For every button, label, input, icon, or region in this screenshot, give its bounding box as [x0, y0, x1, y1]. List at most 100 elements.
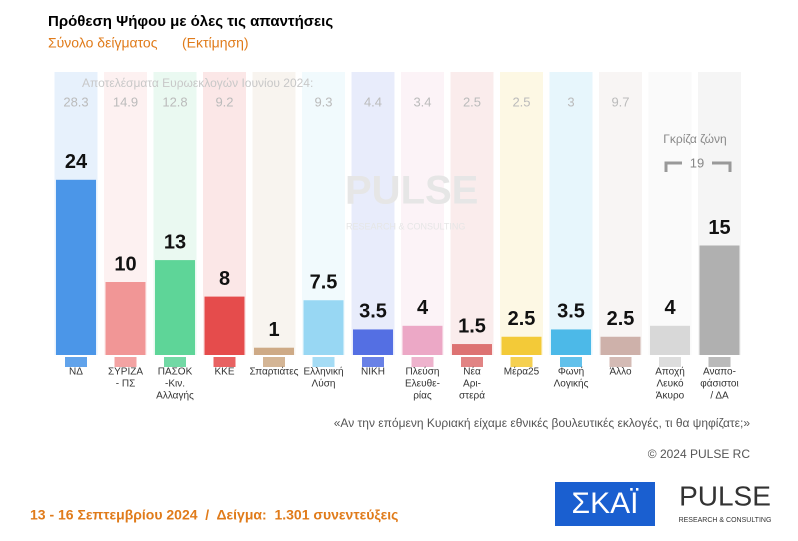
- euro-result: 2.5: [512, 94, 530, 109]
- x-tick-label: -Κιν.: [165, 379, 185, 390]
- bar: [452, 344, 492, 355]
- value-label: 2.5: [607, 308, 635, 330]
- x-tick-label: ΣΥΡΙΖΑ: [108, 367, 143, 378]
- bar: [105, 282, 146, 355]
- footer: 13 - 16 Σεπτεμβρίου 2024 / Δείγμα: 1.301…: [30, 507, 398, 523]
- value-label: 13: [164, 231, 186, 253]
- bar: [353, 329, 393, 355]
- party-logo: [362, 357, 384, 367]
- column-bg: [351, 72, 395, 355]
- pulse-logo: PULSE: [679, 480, 771, 511]
- x-tick-label: / ΔΑ: [710, 391, 729, 402]
- column-bg: [549, 72, 593, 355]
- x-tick-label: Μέρα25: [504, 366, 540, 378]
- x-tick-label: Ελευθε-: [405, 379, 440, 390]
- euro-result: 3.4: [413, 94, 431, 109]
- euro-result: 9.2: [215, 94, 233, 109]
- bar: [501, 336, 542, 355]
- x-tick-label: Νέα: [463, 366, 481, 378]
- column-bg: [500, 72, 543, 355]
- euro-result: 2.5: [463, 94, 481, 109]
- x-tick-label: Άκυρο: [656, 391, 685, 402]
- chart-title: Πρόθεση Ψήφου με όλες τις απαντήσεις: [48, 13, 333, 30]
- x-tick-label: Αναπο-: [703, 367, 736, 378]
- euro-result: 3: [567, 94, 574, 109]
- euro-title: Αποτελέσματα Ευρωεκλογών Ιουνίου 2024:: [82, 76, 313, 90]
- x-tick-label: στερά: [459, 390, 485, 402]
- party-logo: [461, 357, 483, 367]
- party-logo: [213, 357, 236, 367]
- x-tick-label: Λύση: [312, 378, 336, 390]
- x-tick-label: Ελληνική: [303, 366, 343, 378]
- euro-result: 9.3: [314, 94, 332, 109]
- pulse-logo-sub: RESEARCH & CONSULTING: [679, 517, 772, 524]
- x-tick-label: ΚΚΕ: [214, 367, 234, 378]
- bar: [204, 296, 245, 355]
- party-logo: [312, 357, 335, 367]
- party-logo: [164, 357, 186, 367]
- x-tick-label: Αλλαγής: [156, 390, 194, 402]
- value-label: 1: [268, 319, 279, 341]
- x-tick-label: ΠΑΣΟΚ: [158, 367, 193, 378]
- value-label: 15: [708, 217, 730, 239]
- bar: [600, 336, 641, 355]
- bar: [254, 347, 294, 355]
- x-tick-label: ΝΔ: [69, 367, 83, 378]
- watermark: PULSE: [345, 169, 478, 213]
- bar: [155, 260, 195, 355]
- value-label: 7.5: [310, 272, 338, 294]
- column-bg: [252, 72, 296, 355]
- bar: [650, 325, 690, 355]
- bar: [303, 300, 344, 355]
- gray-zone-value: 19: [690, 155, 704, 170]
- bar: [551, 329, 591, 355]
- x-tick-label: Αρι-: [463, 379, 481, 390]
- column-bg: [648, 72, 692, 355]
- euro-result: 12.8: [162, 94, 187, 109]
- value-label: 4: [417, 297, 429, 319]
- value-label: 24: [65, 151, 88, 173]
- euro-result: 9.7: [611, 94, 629, 109]
- party-logo: [708, 357, 731, 367]
- euro-result: 28.3: [63, 94, 88, 109]
- watermark: RESEARCH & CONSULTING: [346, 221, 465, 231]
- x-tick-label: Πλεύση: [406, 366, 440, 378]
- value-label: 2.5: [508, 308, 536, 330]
- party-logo: [411, 357, 434, 367]
- skai-logo-bg: [555, 482, 655, 526]
- x-tick-label: ρίας: [413, 390, 432, 402]
- x-tick-label: Σπαρτιάτες: [250, 366, 299, 378]
- subtitle: Σύνολο δείγματος: [48, 35, 158, 51]
- value-label: 3.5: [359, 301, 387, 323]
- party-logo: [560, 357, 582, 367]
- value-label: 10: [114, 253, 136, 275]
- party-logo: [510, 357, 533, 367]
- party-logo: [609, 357, 632, 367]
- x-tick-label: ΝΙΚΗ: [361, 367, 385, 378]
- value-label: 3.5: [557, 301, 585, 323]
- subtitle: (Εκτίμηση): [182, 35, 249, 51]
- bar: [56, 179, 96, 355]
- skai-logo: ΣΚΑΪ: [572, 487, 640, 520]
- party-logo: [659, 357, 681, 367]
- party-logo: [114, 357, 137, 367]
- x-tick-label: Λευκό: [656, 378, 683, 390]
- x-tick-label: Λογικής: [554, 378, 589, 390]
- x-tick-label: - ΠΣ: [116, 379, 136, 390]
- party-logo: [65, 357, 87, 367]
- gray-zone-bracket: [664, 161, 732, 172]
- column-bg: [401, 72, 444, 355]
- bar: [402, 325, 443, 355]
- party-logo: [263, 357, 285, 367]
- bar: [699, 245, 740, 355]
- question: «Αν την επόμενη Κυριακή είχαμε εθνικές β…: [334, 416, 751, 430]
- value-label: 1.5: [458, 315, 486, 337]
- x-tick-label: φάσιστοι: [700, 378, 738, 390]
- column-bg: [450, 72, 494, 355]
- gray-zone-label: Γκρίζα ζώνη: [663, 132, 726, 146]
- x-tick-label: Αποχή: [655, 366, 685, 378]
- column-bg: [599, 72, 642, 355]
- euro-result: 14.9: [113, 94, 138, 109]
- value-label: 8: [219, 268, 230, 290]
